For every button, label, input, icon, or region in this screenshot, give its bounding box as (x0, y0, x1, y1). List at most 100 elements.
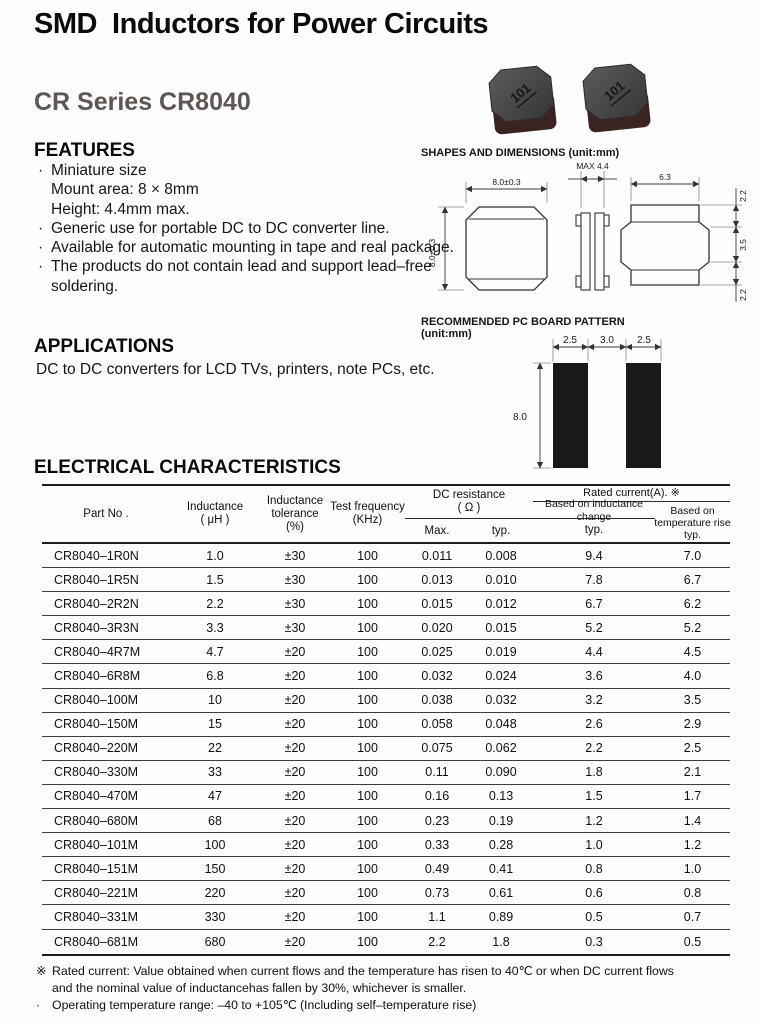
table-cell: 7.8 (585, 572, 603, 587)
table-cell: 4.4 (585, 644, 603, 659)
table-cell: 0.024 (485, 669, 517, 684)
feature-bullet: · (38, 239, 44, 257)
part-number-cell: CR8040–2R2N (54, 596, 139, 611)
table-cell: 0.008 (485, 548, 517, 563)
table-cell: 2.9 (683, 717, 702, 732)
col-header-based-temperature: Based on temperature rise typ. (654, 504, 731, 541)
table-cell: 100 (357, 669, 378, 684)
table-cell: 2.2 (585, 741, 603, 756)
part-number-cell: CR8040–6R8M (54, 669, 141, 684)
front-height-label: 8.0±0.3 (427, 239, 437, 268)
footnotes: ※ Rated current: Value obtained when cur… (36, 963, 674, 1013)
table-cell: 22 (208, 741, 222, 756)
side-view (575, 212, 610, 291)
shapes-heading: SHAPES AND DIMENSIONS (unit:mm) (421, 147, 620, 159)
part-number-cell: CR8040–330M (54, 765, 139, 780)
feature-line: Height: 4.4mm max. (38, 200, 454, 219)
front-width-label: 8.0±0.3 (492, 177, 521, 187)
table-row: CR8040–151M 150 ±20 100 0.49 0.41 0.8 1.0 (42, 857, 730, 882)
table-cell: 680 (204, 934, 226, 949)
table-cell: 3.3 (206, 620, 224, 635)
table-cell: 1.0 (206, 548, 224, 563)
table-cell: 100 (357, 741, 378, 756)
table-cell: ±20 (284, 861, 306, 876)
table-cell: 0.013 (421, 572, 453, 587)
table-cell: 0.062 (485, 741, 517, 756)
table-cell: 6.2 (683, 596, 702, 611)
pcb-pad-left (553, 363, 588, 468)
table-cell: 1.5 (585, 789, 603, 804)
electrical-heading: ELECTRICAL CHARACTERISTICS (34, 457, 341, 478)
table-cell: 0.28 (488, 837, 514, 852)
table-body: CR8040–1R0N 1.0 ±30 100 0.011 0.008 9.4 7.0 CR80… (42, 544, 730, 954)
table-cell: 2.2 (428, 934, 446, 949)
table-cell: 0.011 (421, 548, 453, 563)
table-cell: 100 (357, 717, 378, 732)
table-row: CR8040–680M 68 ±20 100 0.23 0.19 1.2 1.4 (42, 809, 730, 834)
table-cell: ±20 (284, 789, 306, 804)
front-view (465, 206, 548, 291)
table-cell: 1.0 (683, 861, 702, 876)
pcb-pattern-drawing: 2.5 3.0 2.5 8.0 (513, 335, 662, 469)
feature-bullet (38, 277, 51, 296)
table-cell: 0.6 (585, 885, 603, 900)
col-header-dc-resistance: DC resistance ( Ω ) (405, 486, 533, 519)
electrical-table: Part No . Inductance ( μH ) Inductance t… (42, 484, 731, 956)
pcb-heading-line1: RECOMMENDED PC BOARD PATTERN (421, 316, 625, 328)
series-title: CR Series CR8040 (34, 88, 251, 116)
table-row: CR8040–1R0N 1.0 ±30 100 0.011 0.008 9.4 7.0 (42, 544, 730, 569)
table-cell: 3.2 (585, 693, 603, 708)
table-cell: 1.1 (428, 909, 446, 924)
feature-bullet (38, 180, 51, 199)
pcb-pad-width-label: 2.5 (563, 335, 577, 346)
table-cell: 220 (204, 885, 226, 900)
table-row: CR8040–470M 47 ±20 100 0.16 0.13 1.5 1.7 (42, 785, 730, 810)
feature-line: Mount area: 8 × 8mm (38, 180, 454, 199)
part-number-cell: CR8040–470M (54, 789, 139, 804)
feature-bullet: · (38, 162, 44, 179)
table-cell: 5.2 (683, 620, 702, 635)
table-row: CR8040–150M 15 ±20 100 0.058 0.048 2.6 2.9 (42, 713, 730, 737)
feature-bullet: · (38, 258, 44, 276)
table-cell: 0.038 (421, 693, 453, 708)
table-cell: 7.0 (683, 548, 702, 563)
footnote-rated-current-cont: and the nominal value of inductancehas f… (52, 980, 467, 995)
part-number-cell: CR8040–3R3N (54, 620, 139, 635)
table-cell: ±20 (284, 644, 306, 659)
table-cell: 0.89 (488, 909, 514, 924)
table-row: CR8040–4R7M 4.7 ±20 100 0.025 0.019 4.4 4.5 (42, 640, 730, 665)
table-row: CR8040–1R5N 1.5 ±30 100 0.013 0.010 7.8 6.7 (42, 568, 730, 593)
feature-line: · Miniature size (38, 161, 454, 180)
table-cell: 0.8 (585, 861, 603, 876)
pcb-pad-right (626, 363, 661, 468)
dimension-drawings: 8.0±0.3 8.0±0.3 MAX 4.4 6.3 2.2 3.5 2.2 (427, 161, 748, 302)
reference-mark: ※ (36, 964, 47, 978)
col-header-inductance: Inductance ( μH ) (186, 501, 244, 526)
table-row: CR8040–101M 100 ±20 100 0.33 0.28 1.0 1.2 (42, 833, 730, 858)
col-header-based-inductance-typ: typ. (584, 524, 604, 536)
part-number-cell: CR8040–151M (54, 861, 139, 876)
part-number-cell: CR8040–331M (54, 909, 139, 924)
table-cell: 3.5 (683, 693, 702, 708)
table-cell: ±30 (284, 620, 306, 635)
table-cell: 1.2 (585, 813, 603, 828)
footnote-rated-current: ※ Rated current: Value obtained when cur… (36, 964, 674, 978)
table-cell: 100 (357, 693, 378, 708)
product-photos: 101 101 (488, 63, 651, 135)
table-cell: 0.5 (683, 934, 702, 949)
table-cell: 0.090 (485, 765, 517, 780)
table-row: CR8040–331M 330 ±20 100 1.1 0.89 0.5 0.7 (42, 905, 730, 930)
table-row: CR8040–221M 220 ±20 100 0.73 0.61 0.6 0.8 (42, 881, 730, 906)
table-cell: ±20 (284, 909, 306, 924)
table-cell: 100 (357, 789, 378, 804)
table-cell: 47 (208, 789, 222, 804)
feature-line: · Available for automatic mounting in tap… (38, 238, 454, 257)
table-cell: 0.11 (425, 765, 449, 780)
table-cell: 0.16 (424, 789, 450, 804)
feature-line: · Generic use for portable DC to DC conve… (38, 219, 454, 238)
table-cell: 0.13 (488, 789, 514, 804)
part-number-cell: CR8040–150M (54, 717, 139, 732)
bullet-mark: · (36, 997, 41, 1012)
table-cell: 1.2 (683, 837, 702, 852)
